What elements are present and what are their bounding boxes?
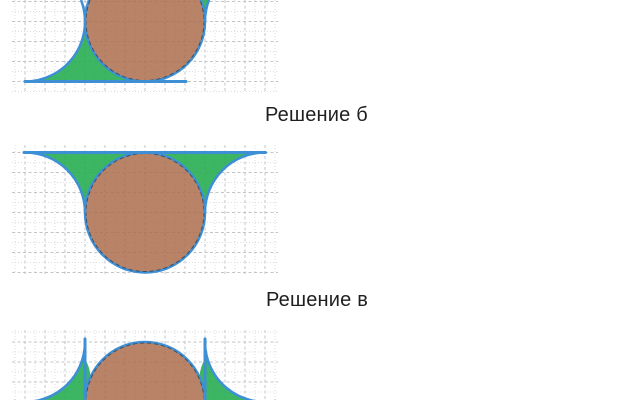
figure-solution-v: [12, 330, 278, 400]
green-region: [25, 152, 265, 213]
side-arc-right: [203, 340, 277, 400]
figure-solution-b: [12, 145, 278, 274]
figure-top-partial: [12, 0, 278, 92]
disk: [83, 340, 207, 400]
side-arc-left: [23, 0, 87, 83]
side-arc-right: [203, 0, 211, 23]
caption-solution-v: Решение в: [266, 289, 369, 311]
green-region-left: [40, 342, 85, 400]
caption-solution-b: Решение б: [265, 104, 368, 126]
side-arc-left: [13, 340, 87, 400]
green-region-left: [25, 21, 145, 82]
green-region-right: [205, 342, 250, 400]
